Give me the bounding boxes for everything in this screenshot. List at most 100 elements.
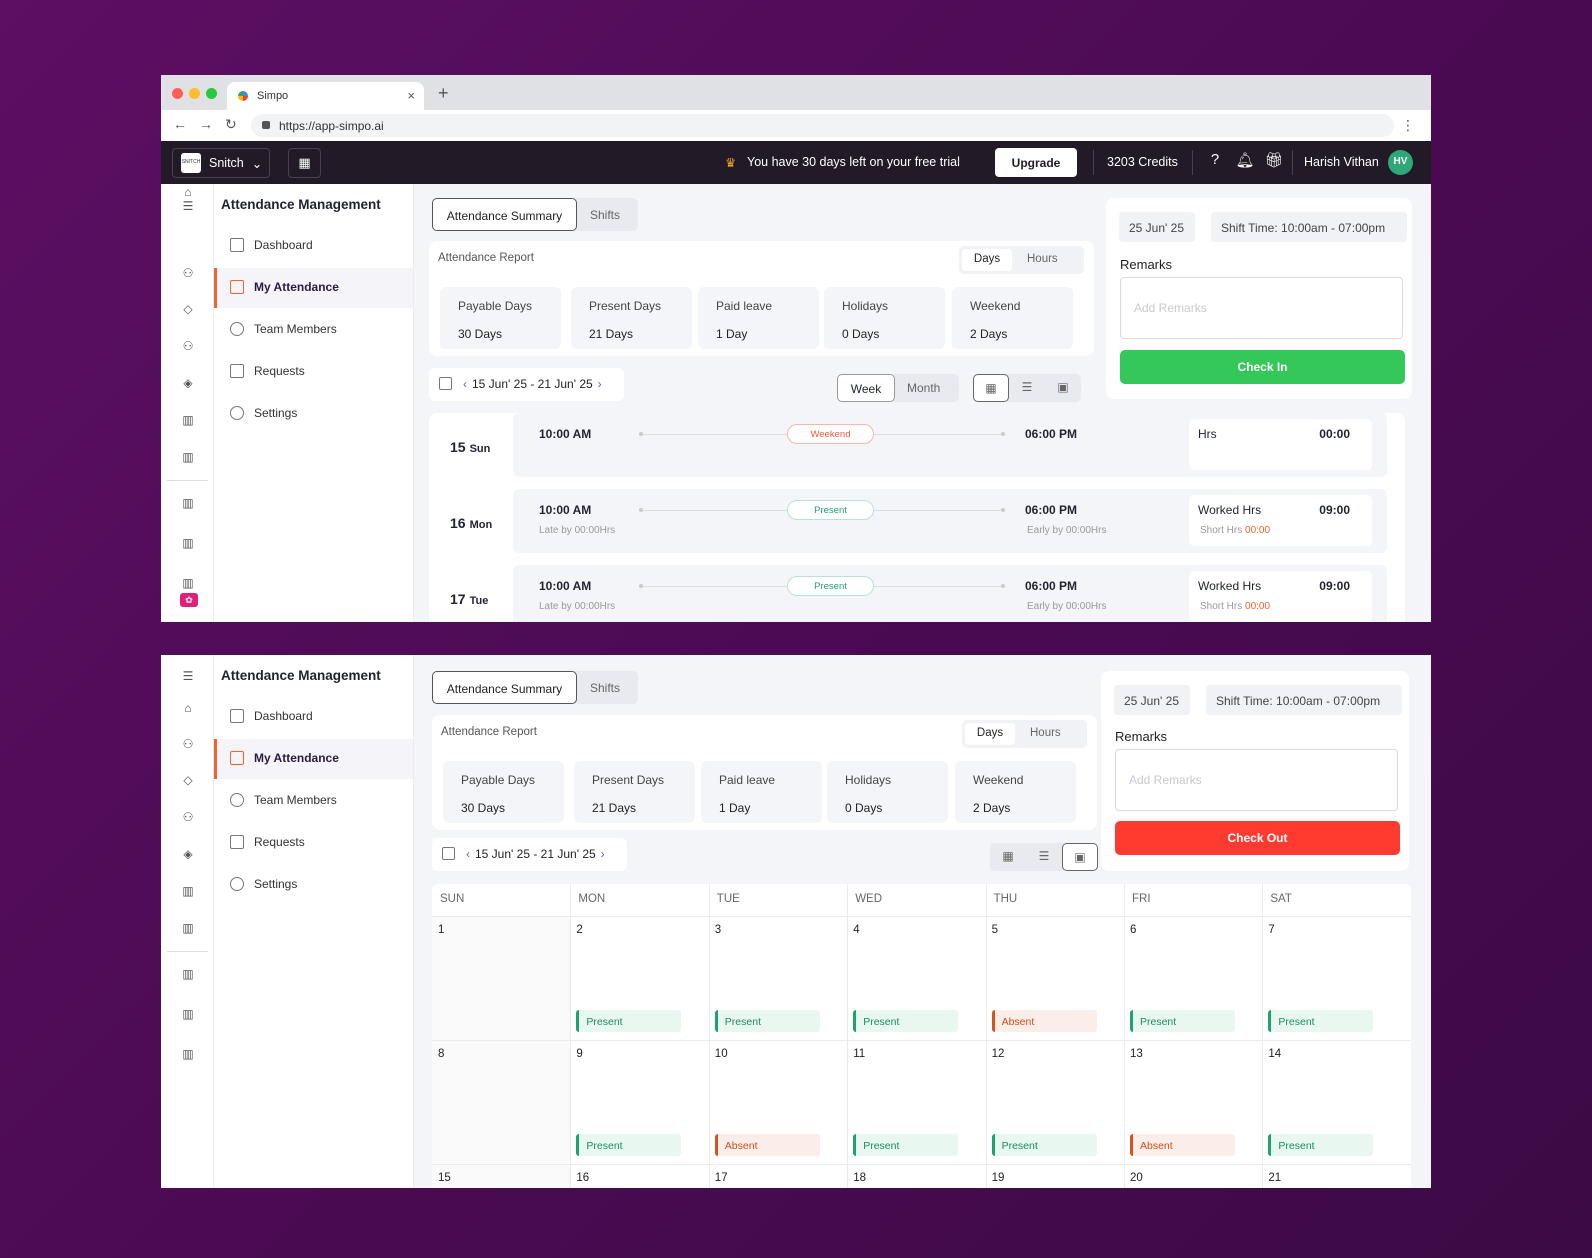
toggle-month[interactable]: Month [907,381,941,395]
people-icon[interactable]: ⚇ [182,810,194,824]
check-in-button[interactable]: Check In [1120,350,1405,384]
attendance-status-tag[interactable]: Present [576,1134,682,1156]
attendance-status-tag[interactable]: Absent [1130,1134,1235,1156]
tab-shifts[interactable]: Shifts [590,681,621,695]
brand-logo-icon[interactable]: ✿ [180,593,198,607]
menu-icon[interactable]: ☰ [182,199,194,213]
toggle-days[interactable]: Days [965,723,1015,745]
menu-item-dashboard[interactable]: Dashboard [214,226,413,266]
chevron-right-icon[interactable]: › [600,847,605,861]
tag-icon[interactable]: ◇ [183,302,193,316]
date-range-picker[interactable]: ‹ 15 Jun' 25 - 21 Jun' 25 › [432,838,627,871]
bar-chart-icon[interactable]: ▥ [182,884,194,898]
attendance-status-tag[interactable]: Present [853,1010,959,1032]
menu-item-team-members[interactable]: Team Members [214,781,413,821]
attendance-status-tag[interactable]: Present [1268,1134,1374,1156]
menu-item-settings[interactable]: Settings [214,394,413,434]
bar-chart-icon[interactable]: ▥ [182,921,194,935]
bell-icon[interactable]: 🔔︎ [1235,152,1255,169]
bar-chart-icon[interactable]: ▥ [182,450,194,464]
bar-chart-icon[interactable]: ▥ [182,576,194,590]
calendar-day-number[interactable]: 7 [1268,924,1275,936]
people-icon[interactable]: ⚇ [182,266,194,280]
browser-tab[interactable]: Simpo × [227,82,424,110]
menu-item-requests[interactable]: Requests [214,823,413,863]
calendar-view-icon[interactable]: ▣ [1062,843,1098,871]
attendance-status-tag[interactable]: Absent [991,1010,1097,1032]
day-row[interactable]: 15 Sun 10:00 AM Weekend 06:00 PM Hrs 00:00 [429,413,1405,477]
attendance-status-tag[interactable]: Present [576,1010,682,1032]
calendar-day-number[interactable]: 12 [991,1048,1005,1060]
calendar-day-number[interactable]: 11 [853,1048,866,1060]
calendar-day-number[interactable]: 20 [1130,1172,1143,1184]
tab-shifts[interactable]: Shifts [590,208,621,222]
close-tab-icon[interactable]: × [407,88,415,103]
calendar-day-number[interactable]: 9 [576,1048,583,1060]
calendar-day-number[interactable]: 16 [576,1172,590,1184]
calendar-day-number[interactable]: 15 [438,1172,451,1184]
workspace-switcher[interactable]: SNITCH Snitch ⌄ [172,148,270,178]
calendar-day-number[interactable]: 6 [1130,924,1137,936]
calendar-day-number[interactable]: 18 [853,1172,866,1184]
attendance-status-tag[interactable]: Present [1268,1010,1374,1032]
menu-item-requests[interactable]: Requests [214,352,413,392]
calendar-day-number[interactable]: 17 [714,1172,728,1184]
toggle-days[interactable]: Days [962,249,1012,271]
menu-item-dashboard[interactable]: Dashboard [214,697,413,737]
calendar-day-number[interactable]: 4 [853,924,860,936]
attendance-status-tag[interactable]: Present [1130,1010,1235,1032]
tag-icon[interactable]: ◇ [183,773,193,787]
gift-icon[interactable]: 🎁︎ [1264,152,1284,169]
check-out-button[interactable]: Check Out [1115,821,1400,855]
help-icon[interactable]: ? [1210,151,1220,168]
calendar-day-number[interactable]: 8 [438,1048,445,1060]
remarks-input[interactable]: Add Remarks [1120,277,1403,339]
apps-grid-icon[interactable]: ▦ [288,148,321,178]
close-window-dot[interactable] [172,88,183,99]
people-icon[interactable]: ⚇ [182,737,194,751]
chevron-left-icon[interactable]: ‹ [466,847,470,861]
calendar-day-number[interactable]: 13 [1130,1048,1143,1060]
home-icon[interactable]: ⌂ [184,701,192,715]
remarks-input[interactable]: Add Remarks [1115,749,1398,811]
calendar-view-icon[interactable]: ▣ [1057,380,1069,394]
menu-item-team-members[interactable]: Team Members [214,310,413,350]
bar-chart-icon[interactable]: ▥ [182,413,194,427]
bar-chart-icon[interactable]: ▥ [182,1047,194,1061]
browser-menu-icon[interactable]: ⋮ [1401,117,1415,133]
url-field[interactable]: https://app-simpo.ai [251,114,1394,137]
calendar-day-number[interactable]: 5 [991,924,998,936]
tag-icon[interactable]: ◈ [183,376,193,390]
calendar-day-number[interactable]: 3 [714,924,722,936]
chevron-right-icon[interactable]: › [597,377,602,391]
attendance-status-tag[interactable]: Present [714,1010,820,1032]
toggle-hours[interactable]: Hours [1030,727,1061,739]
avatar[interactable]: HV [1388,150,1413,175]
navigation-icons[interactable]: ←→↻ [173,116,249,132]
home-icon[interactable]: ⌂ [184,185,192,199]
upgrade-button[interactable]: Upgrade [995,148,1077,177]
people-icon[interactable]: ⚇ [182,339,194,353]
calendar-day-number[interactable]: 10 [714,1048,728,1060]
tab-attendance-summary[interactable]: Attendance Summary [432,198,577,231]
grid-view-icon[interactable]: ▦ [1002,849,1014,863]
list-view-icon[interactable]: ☰ [1021,380,1033,394]
toggle-hours[interactable]: Hours [1027,253,1058,265]
bar-chart-icon[interactable]: ▥ [182,967,194,981]
tag-icon[interactable]: ◈ [183,847,193,861]
calendar-day-number[interactable]: 14 [1268,1048,1282,1060]
date-range-picker[interactable]: ‹ 15 Jun' 25 - 21 Jun' 25 › [429,368,624,401]
maximize-window-dot[interactable] [206,88,217,99]
chevron-left-icon[interactable]: ‹ [463,377,467,391]
bar-chart-icon[interactable]: ▥ [182,536,194,550]
day-row[interactable]: 16 Mon 10:00 AM Late by 00:00Hrs Present … [429,489,1405,553]
attendance-status-tag[interactable]: Absent [714,1134,820,1156]
toggle-week[interactable]: Week [837,374,895,402]
bar-chart-icon[interactable]: ▥ [182,1007,194,1021]
grid-view-icon[interactable]: ▦ [973,374,1009,402]
tab-attendance-summary[interactable]: Attendance Summary [432,671,577,704]
calendar-day-number[interactable]: 21 [1268,1172,1282,1184]
calendar-day-number[interactable]: 2 [576,924,583,936]
day-row[interactable]: 17 Tue 10:00 AM Late by 00:00Hrs Present … [429,565,1405,622]
attendance-status-tag[interactable]: Present [991,1134,1097,1156]
